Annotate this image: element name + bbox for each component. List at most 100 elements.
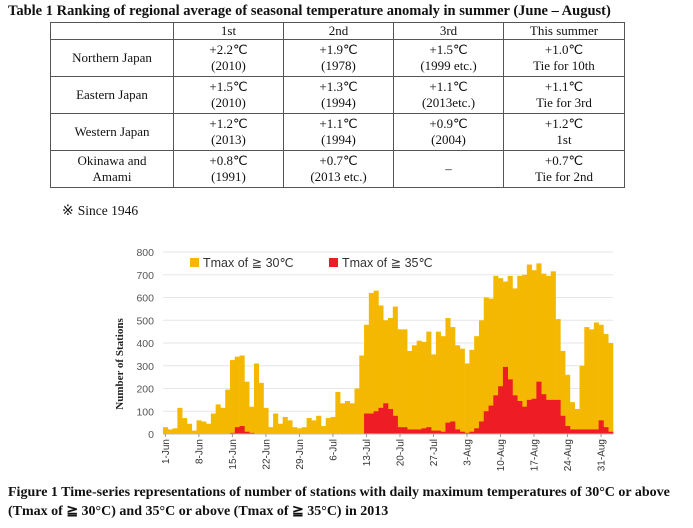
value-cell: +1.5℃ (2010) [173, 76, 284, 114]
bar [459, 348, 465, 434]
x-tick-label: 15-Jun [228, 439, 239, 470]
bar [306, 418, 312, 434]
bar [517, 401, 523, 434]
year-value: (2004) [431, 132, 466, 147]
bar [498, 386, 504, 434]
bar [186, 423, 193, 434]
series-30c-bars [163, 263, 614, 435]
bar [541, 394, 547, 434]
anomaly-value: +1.3℃ [319, 79, 358, 94]
dash-value: – [445, 161, 452, 176]
bar [493, 395, 499, 434]
bar [555, 319, 561, 434]
bar [359, 355, 365, 434]
bar [598, 420, 604, 434]
bar [330, 416, 336, 434]
bar [311, 420, 317, 434]
bar [517, 275, 523, 434]
bar [416, 340, 422, 434]
year-value: (2013 etc.) [310, 169, 367, 184]
year-value: (2013etc.) [421, 95, 476, 110]
y-tick-label: 0 [148, 429, 154, 441]
bar [483, 297, 489, 434]
bar [402, 427, 408, 434]
bar [234, 427, 240, 434]
y-tick-label: 700 [136, 270, 154, 282]
anomaly-value: +0.9℃ [429, 116, 468, 131]
bar [234, 356, 240, 434]
bar [584, 429, 590, 434]
value-cell: +1.1℃ (1994) [283, 113, 394, 151]
value-cell: +1.2℃ (2013) [173, 113, 284, 151]
bar [392, 415, 398, 434]
legend-swatch-35c [329, 258, 338, 267]
region-line: Amami [92, 169, 132, 184]
rank-value: Tie for 10th [533, 58, 595, 73]
bar [440, 431, 446, 434]
bar [388, 317, 394, 434]
bar [177, 407, 183, 434]
bar [402, 329, 408, 434]
region-cell: Eastern Japan [50, 76, 174, 114]
anomaly-value: +1.1℃ [429, 79, 468, 94]
bar [230, 432, 236, 434]
bar [584, 327, 590, 434]
table-row: Northern Japan +2.2℃ (2010) +1.9℃ (1978) +… [50, 39, 625, 77]
bar [531, 398, 537, 434]
bar [426, 427, 432, 434]
legend-label-35c: Tmax of ≧ 35℃ [342, 256, 433, 270]
bar [344, 401, 350, 434]
value-cell: +1.1℃ Tie for 3rd [503, 76, 625, 114]
stations-chart: 0 100 200 300 400 500 600 700 800 Number of Stat… [114, 247, 614, 471]
value-cell: +1.1℃ (2013etc.) [393, 76, 504, 114]
bar [526, 399, 532, 435]
anomaly-value: +0.8℃ [209, 153, 248, 168]
x-tick-label: 3-Aug [462, 439, 473, 466]
region-cell: Northern Japan [50, 39, 174, 77]
value-cell: +0.8℃ (1991) [173, 150, 284, 188]
bar [512, 395, 518, 434]
footnote-text: Since 1946 [77, 203, 139, 218]
bar [459, 431, 465, 434]
year-value: (2010) [211, 95, 246, 110]
bar [373, 411, 379, 434]
bar [608, 431, 614, 434]
bar [593, 322, 599, 434]
bar [354, 388, 360, 434]
bar [445, 317, 451, 434]
bar [244, 381, 250, 434]
bar [383, 403, 389, 434]
bar [502, 366, 508, 434]
y-tick-label: 400 [136, 338, 154, 350]
bar [493, 275, 499, 434]
bar [574, 429, 580, 434]
bar [407, 429, 413, 434]
x-tick-label: 20-Jul [395, 439, 406, 466]
bar [579, 365, 585, 434]
bar [220, 407, 226, 434]
bar [388, 408, 394, 434]
rank-value: Tie for 2nd [534, 169, 594, 184]
bar [349, 403, 355, 434]
bar [167, 429, 173, 434]
year-value: (1991) [211, 169, 246, 184]
bar [258, 382, 264, 434]
bar [364, 413, 370, 434]
bar [526, 264, 532, 434]
x-tick-label: 6-Jul [328, 439, 339, 461]
value-cell: +1.0℃ Tie for 10th [503, 39, 625, 77]
bar [191, 430, 197, 434]
x-axis-ticks: 1-Jun 8-Jun 15-Jun 22-Jun 29-Jun 6-Jul 13-Jul 2… [161, 434, 608, 471]
bar [464, 432, 470, 434]
x-tick-label: 17-Aug [530, 439, 541, 471]
bar [536, 381, 542, 434]
bar [273, 413, 279, 434]
bar [435, 331, 441, 435]
y-axis-ticks: 0 100 200 300 400 500 600 700 800 [136, 247, 154, 441]
bar [411, 429, 418, 434]
anomaly-value: +1.5℃ [209, 79, 248, 94]
value-cell: +1.5℃ (1999 etc.) [393, 39, 504, 77]
value-cell: +1.2℃ 1st [503, 113, 625, 151]
bar [282, 416, 288, 434]
bar [455, 345, 461, 434]
